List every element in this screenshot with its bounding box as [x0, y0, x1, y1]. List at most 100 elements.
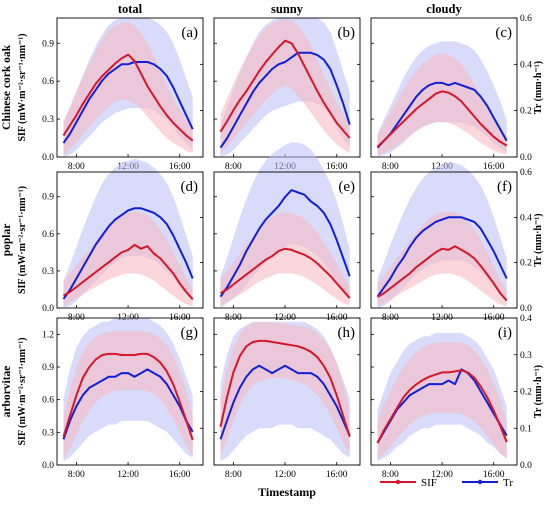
sif-tick-label: 0.6 — [42, 77, 54, 87]
panel-letter: (h) — [338, 325, 356, 341]
x-axis-label: Timestamp — [258, 485, 316, 499]
sif-tick-label: 0.3 — [42, 115, 54, 125]
tr-tick-label: 0.4 — [520, 213, 532, 223]
sif-series-line — [376, 90, 508, 148]
sif-tick-label: 1.2 — [42, 330, 54, 340]
tr-tick-label: 0.0 — [520, 153, 532, 163]
sif-series-line — [62, 352, 194, 441]
tr-tick-label: 0.3 — [520, 351, 532, 361]
tr-tick-label: 0.2 — [520, 107, 532, 117]
sif-tick-label: 0.9 — [42, 39, 54, 49]
sif-std-band — [377, 342, 507, 461]
panel-letter: (b) — [338, 25, 356, 41]
sif-tick-label: 0.0 — [42, 304, 54, 314]
tr-tick-label: 0.6 — [520, 168, 532, 178]
x-tick-label: 8:00 — [382, 162, 399, 172]
x-tick-label: 16:00 — [169, 470, 191, 480]
tr-tick-label: 0.6 — [520, 14, 532, 24]
panel-letter: (c) — [495, 25, 512, 41]
tr-tick-label: 0.0 — [520, 461, 532, 471]
sif-tick-label: 0.6 — [42, 230, 54, 240]
panel-letter: (a) — [181, 25, 198, 41]
sif-axis-label: SIF (mW·m⁻²·sr⁻¹·nm⁻¹) — [17, 33, 28, 141]
x-tick-label: 8:00 — [68, 162, 85, 172]
sif-std-band — [377, 211, 507, 307]
sif-std-band — [377, 53, 507, 156]
column-title: sunny — [271, 2, 304, 16]
legend: SIF Tr — [380, 477, 513, 489]
sif-series-line — [376, 245, 508, 302]
column-title: cloudy — [426, 2, 462, 16]
x-tick-label: 16:00 — [483, 470, 505, 480]
x-tick-label: 16:00 — [326, 162, 348, 172]
x-tick-label: 12:00 — [274, 470, 296, 480]
row-label: arborvitae — [1, 366, 13, 418]
panel-frame — [370, 17, 518, 158]
sif-tick-label: 0.9 — [42, 193, 54, 203]
legend-marker — [395, 479, 401, 485]
sif-tick-label: 0.0 — [42, 153, 54, 163]
tr-series-line — [376, 368, 508, 444]
sif-series-line — [62, 53, 194, 142]
sif-series-line — [376, 369, 508, 444]
panel-f: (f)8:00 12:00 16:000.00.20.40.6 — [370, 162, 532, 323]
sif-series-line — [219, 247, 351, 299]
tr-tick-label: 0.4 — [520, 314, 532, 324]
panel-letter: (i) — [498, 325, 512, 341]
sif-tick-label: 0.9 — [42, 363, 54, 373]
legend-marker — [477, 479, 483, 485]
x-tick-label: 16:00 — [169, 162, 191, 172]
tr-series-line — [376, 81, 508, 149]
x-tick-label: 8:00 — [382, 470, 399, 480]
legend-label: SIF — [421, 477, 437, 489]
tr-series-line — [62, 368, 194, 440]
x-tick-label: 12:00 — [117, 470, 139, 480]
tr-axis-label: Tr (mm·h⁻¹) — [533, 213, 544, 266]
tr-axis-label: Tr (mm·h⁻¹) — [533, 61, 544, 114]
x-tick-label: 8:00 — [225, 162, 242, 172]
panel-frame — [213, 171, 361, 309]
sif-std-band — [220, 212, 350, 306]
sif-series-line — [219, 339, 351, 437]
sif-tick-label: 0.3 — [42, 267, 54, 277]
panel-i: (i) 8:00 12:00 16:00 0.0 0.1 0.2 0.3 0.4 — [370, 314, 532, 480]
tr-series-line — [62, 61, 194, 144]
x-tick-label: 8:00 — [225, 470, 242, 480]
tr-series-line — [219, 364, 351, 440]
panel-letter: (e) — [338, 179, 355, 195]
row-label: Chinese cork oak — [1, 44, 13, 130]
row-label: poplar — [1, 224, 13, 257]
sif-axis-label: SIF (mW·m⁻²·sr⁻¹·nm⁻¹) — [17, 186, 28, 294]
panel-frame — [370, 171, 518, 309]
sif-series-line — [219, 39, 351, 139]
column-title: total — [118, 2, 143, 16]
legend-label: Tr — [503, 477, 513, 489]
x-tick-label: 16:00 — [483, 162, 505, 172]
tr-series-line — [376, 216, 508, 298]
panel-e: (e)8:00 12:00 16:00 — [213, 142, 361, 323]
tr-series-line — [219, 51, 351, 149]
tr-axis-label: Tr (mm·h⁻¹) — [533, 365, 544, 418]
sif-tick-label: 0.0 — [42, 461, 54, 471]
sif-std-band — [220, 322, 350, 457]
panel-g: (g) 8:00 12:00 16:00 0.0 0.3 0.6 0.9 1.2 — [42, 317, 204, 480]
panel-frame — [56, 171, 204, 309]
tr-tick-label: 0.2 — [520, 259, 532, 269]
tr-series-line — [219, 189, 351, 298]
sif-tick-label: 0.3 — [42, 428, 54, 438]
sif-std-band — [63, 211, 193, 307]
panel-letter: (g) — [181, 325, 199, 341]
tr-tick-label: 0.0 — [520, 304, 532, 314]
panel-letter: (d) — [181, 179, 199, 195]
tr-series-line — [62, 207, 194, 300]
panel-frame — [56, 17, 204, 158]
panel-h: (h) 8:00 12:00 16:00 — [213, 317, 361, 480]
sif-std-band — [220, 19, 350, 154]
tr-tick-label: 0.4 — [520, 60, 532, 70]
sif-axis-label: SIF (mW·m⁻²·sr⁻¹·nm⁻¹) — [17, 337, 28, 445]
x-tick-label: 16:00 — [326, 470, 348, 480]
x-tick-label: 8:00 — [68, 470, 85, 480]
